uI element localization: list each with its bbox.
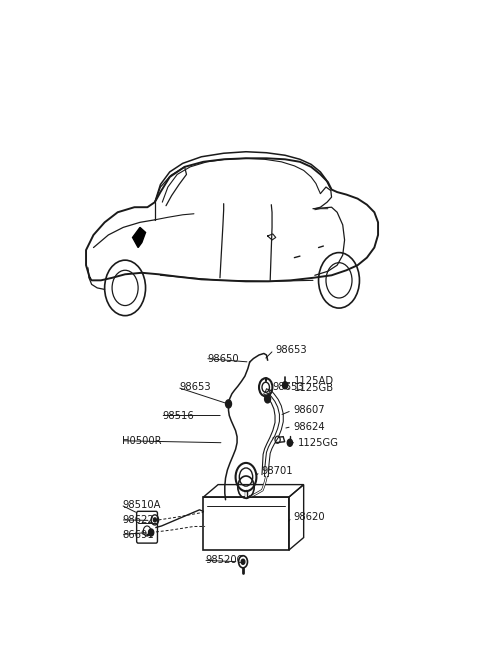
Text: 98510A: 98510A	[122, 500, 161, 510]
Circle shape	[288, 440, 292, 446]
Circle shape	[282, 382, 288, 389]
Polygon shape	[132, 227, 145, 248]
Text: 98653: 98653	[276, 345, 307, 355]
Text: 98622: 98622	[122, 515, 154, 525]
Text: 86691: 86691	[122, 529, 154, 540]
Text: 98650: 98650	[207, 354, 239, 364]
Text: 98620: 98620	[294, 512, 325, 523]
Text: 98607: 98607	[294, 405, 325, 415]
Circle shape	[241, 559, 245, 565]
Text: 98701: 98701	[261, 466, 292, 476]
Text: 1125AD: 1125AD	[294, 376, 334, 386]
Circle shape	[148, 529, 154, 536]
Text: H0500R: H0500R	[122, 436, 162, 445]
Circle shape	[264, 395, 271, 403]
Text: 1125GB: 1125GB	[294, 383, 334, 393]
Text: 98653: 98653	[273, 383, 304, 392]
Text: 1125GG: 1125GG	[298, 438, 339, 448]
Circle shape	[226, 400, 231, 408]
Text: 98520C: 98520C	[205, 555, 243, 565]
Circle shape	[154, 518, 156, 522]
Text: 98653: 98653	[179, 383, 211, 392]
Text: 98516: 98516	[162, 411, 194, 421]
Text: 98624: 98624	[294, 422, 325, 432]
